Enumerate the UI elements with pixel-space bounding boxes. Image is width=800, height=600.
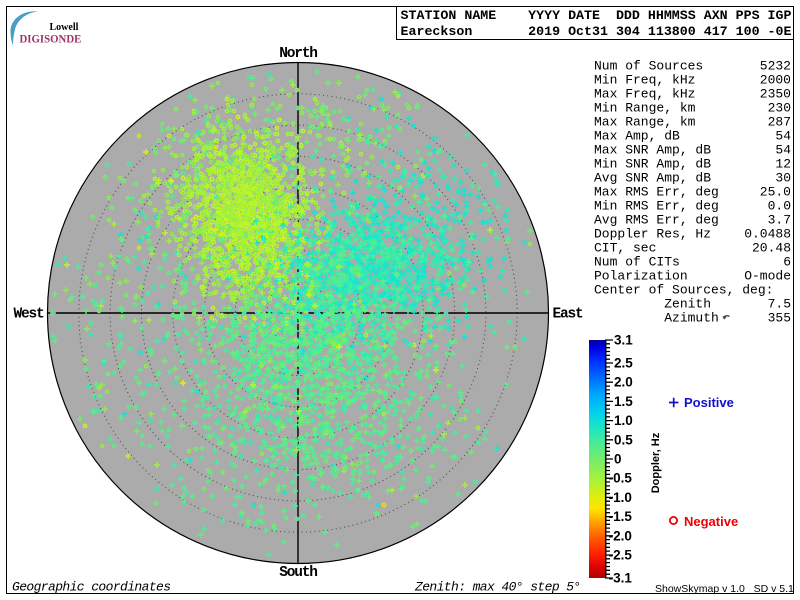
svg-text:Doppler, Hz: Doppler, Hz	[650, 432, 662, 493]
svg-text:Zenith: max 40° step 5°: Zenith: max 40° step 5°	[414, 580, 581, 595]
svg-text:-2.5: -2.5	[609, 548, 633, 563]
svg-text:Positive: Positive	[684, 395, 734, 410]
svg-text:Center of Sources, deg:: Center of Sources, deg:	[594, 283, 773, 298]
svg-text:Min SNR Amp, dB: Min SNR Amp, dB	[594, 157, 711, 172]
svg-text:7.5: 7.5	[768, 297, 791, 312]
svg-text:O-mode: O-mode	[744, 269, 791, 284]
svg-text:Eareckson 2019 Oct31 304: Eareckson 2019 Oct31 304 113800 417 100 …	[401, 24, 792, 39]
svg-text:Min Range, km: Min Range, km	[594, 101, 696, 116]
svg-text:Max Amp, dB: Max Amp, dB	[594, 129, 680, 144]
svg-text:Num of Sources: Num of Sources	[594, 59, 703, 74]
svg-text:South: South	[279, 565, 317, 581]
svg-text:Lowell: Lowell	[50, 22, 79, 33]
svg-text:54: 54	[775, 129, 791, 144]
svg-text:287: 287	[768, 115, 791, 130]
svg-text:54: 54	[775, 143, 791, 158]
svg-text:Azimuth: Azimuth	[594, 311, 719, 326]
svg-text:12: 12	[775, 157, 791, 172]
svg-text:West: West	[13, 307, 44, 323]
svg-text:2350: 2350	[760, 87, 791, 102]
svg-text:2.0: 2.0	[614, 375, 633, 390]
svg-text:Num of CITs: Num of CITs	[594, 255, 680, 270]
svg-text:-1.5: -1.5	[609, 509, 633, 524]
svg-text:Max Freq, kHz: Max Freq, kHz	[594, 87, 695, 102]
svg-text:Max Range, km: Max Range, km	[594, 115, 696, 130]
svg-text:0.5: 0.5	[614, 432, 633, 447]
svg-text:-3.1: -3.1	[609, 571, 633, 586]
svg-text:2.5: 2.5	[614, 356, 633, 371]
svg-text:0.0488: 0.0488	[744, 227, 791, 242]
svg-text:Zenith: Zenith	[594, 297, 711, 312]
svg-text:Negative: Negative	[684, 514, 738, 529]
svg-text:-2.0: -2.0	[609, 528, 632, 543]
svg-text:20.48: 20.48	[752, 241, 791, 256]
svg-text:North: North	[279, 46, 317, 62]
svg-text:1.5: 1.5	[614, 394, 633, 409]
svg-text:230: 230	[768, 101, 791, 116]
svg-text:CIT, sec: CIT, sec	[594, 241, 656, 256]
svg-text:East: East	[553, 307, 584, 323]
svg-text:Geographic coordinates: Geographic coordinates	[12, 580, 170, 595]
svg-text:-0.5: -0.5	[609, 471, 633, 486]
svg-text:1.0: 1.0	[614, 413, 633, 428]
svg-text:6: 6	[783, 255, 791, 270]
svg-text:3.7: 3.7	[768, 213, 791, 228]
svg-text:30: 30	[775, 171, 791, 186]
svg-text:355: 355	[768, 311, 791, 326]
svg-text:DIGISONDE: DIGISONDE	[20, 33, 82, 45]
svg-text:2000: 2000	[760, 73, 791, 88]
svg-text:0.0: 0.0	[768, 199, 791, 214]
svg-text:5232: 5232	[760, 59, 791, 74]
svg-text:Min Freq, kHz: Min Freq, kHz	[594, 73, 695, 88]
svg-text:Min RMS Err, deg: Min RMS Err, deg	[594, 199, 719, 214]
svg-text:Polarization: Polarization	[594, 269, 688, 284]
svg-text:STATION NAME YYYY DATE DDD: STATION NAME YYYY DATE DDD HHMMSS AXN PP…	[401, 8, 792, 23]
svg-text:-1.0: -1.0	[609, 490, 632, 505]
svg-text:Avg SNR Amp, dB: Avg SNR Amp, dB	[594, 171, 711, 186]
svg-text:Max SNR Amp, dB: Max SNR Amp, dB	[594, 143, 711, 158]
svg-text:3.1: 3.1	[614, 333, 633, 348]
svg-text:Max RMS Err, deg: Max RMS Err, deg	[594, 185, 719, 200]
svg-text:0: 0	[614, 452, 622, 467]
svg-text:25.0: 25.0	[760, 185, 791, 200]
svg-text:Avg RMS Err, deg: Avg RMS Err, deg	[594, 213, 719, 228]
svg-text:ShowSkymap v 1.0 SD v 5.1: ShowSkymap v 1.0 SD v 5.1	[655, 583, 794, 595]
svg-text:Doppler Res, Hz: Doppler Res, Hz	[594, 227, 711, 242]
